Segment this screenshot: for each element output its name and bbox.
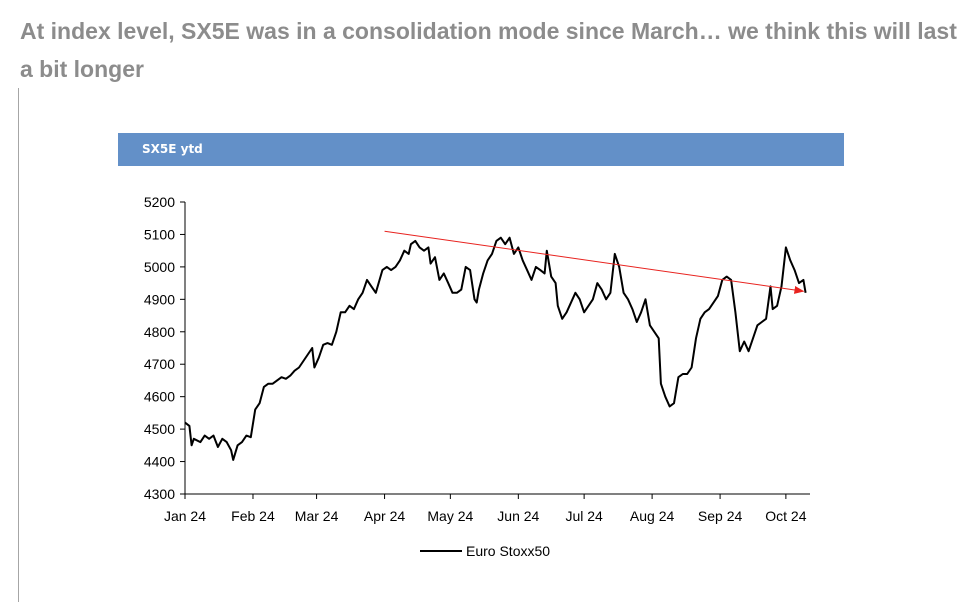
- x-tick-label: Jul 24: [565, 508, 603, 524]
- trend-arrow: [384, 230, 805, 294]
- legend-label: Euro Stoxx50: [466, 543, 550, 559]
- y-tick-label: 4500: [144, 421, 175, 437]
- annotation-layer: [384, 230, 805, 294]
- y-tick-label: 4300: [144, 486, 175, 502]
- x-tick-label: Mar 24: [295, 508, 339, 524]
- left-divider-line: [18, 88, 19, 602]
- x-tick-label: Oct 24: [765, 508, 806, 524]
- x-tick-label: Aug 24: [630, 508, 675, 524]
- page-headline: At index level, SX5E was in a consolidat…: [20, 18, 957, 82]
- chart-axes: 4300 4400 4500 4600 4700 4800 4900 5000 5100 5200…: [144, 194, 810, 524]
- x-tick-label: Sep 24: [698, 508, 743, 524]
- y-tick-label: 4400: [144, 454, 175, 470]
- y-tick-label: 5000: [144, 259, 175, 275]
- chart-legend: Euro Stoxx50: [420, 543, 550, 559]
- x-tick-label: May 24: [427, 508, 473, 524]
- chart-title: SX5E ytd: [142, 142, 203, 156]
- y-tick-label: 4600: [144, 389, 175, 405]
- x-tick-label: Jan 24: [164, 508, 206, 524]
- y-tick-label: 4800: [144, 324, 175, 340]
- y-tick-label: 4700: [144, 356, 175, 372]
- y-tick-label: 4900: [144, 291, 175, 307]
- x-tick-label: Feb 24: [231, 508, 275, 524]
- y-tick-label: 5200: [144, 194, 175, 210]
- x-tick-label: Jun 24: [497, 508, 539, 524]
- series-layer: [184, 236, 807, 461]
- y-tick-label: 5100: [144, 226, 175, 242]
- series-line-euro-stoxx50: [184, 236, 807, 461]
- x-tick-label: Apr 24: [364, 508, 405, 524]
- chart-title-band: SX5E ytd: [118, 133, 844, 166]
